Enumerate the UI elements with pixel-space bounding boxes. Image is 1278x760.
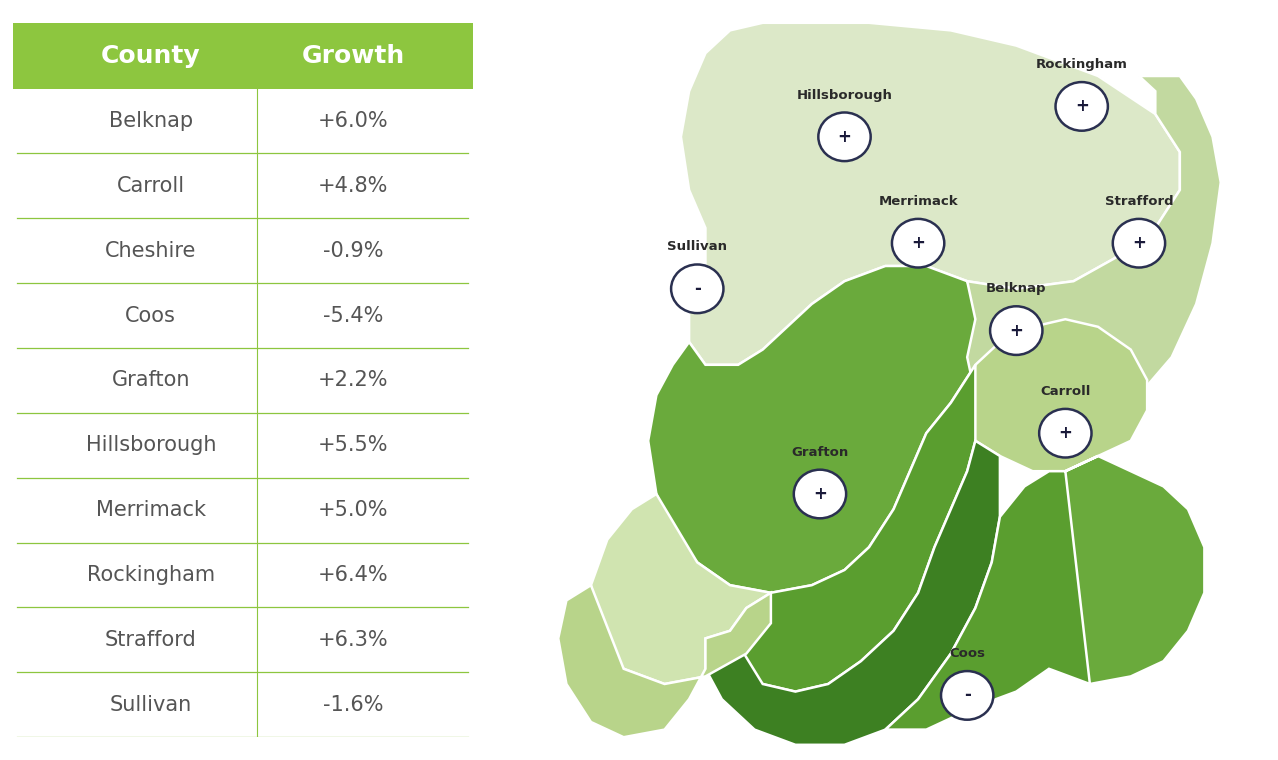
Text: Sullivan: Sullivan [110,695,192,714]
Text: Coos: Coos [125,306,176,325]
Text: +: + [813,485,827,503]
Text: -1.6%: -1.6% [323,695,383,714]
FancyBboxPatch shape [13,88,473,154]
Text: Strafford: Strafford [105,630,197,650]
Text: -0.9%: -0.9% [323,241,383,261]
Text: +: + [1058,424,1072,442]
Polygon shape [992,456,1204,684]
Circle shape [990,306,1043,355]
FancyBboxPatch shape [13,23,473,88]
Text: Sullivan: Sullivan [667,240,727,254]
Polygon shape [558,585,771,737]
FancyBboxPatch shape [13,283,473,348]
Text: +: + [911,234,925,252]
Text: Grafton: Grafton [111,370,190,391]
Text: +5.5%: +5.5% [318,435,389,455]
Text: +: + [1075,97,1089,116]
Text: +6.3%: +6.3% [318,630,389,650]
FancyBboxPatch shape [13,478,473,543]
FancyBboxPatch shape [13,348,473,413]
Text: +: + [837,128,851,146]
FancyBboxPatch shape [13,218,473,283]
Text: -5.4%: -5.4% [323,306,383,325]
Text: Belknap: Belknap [109,111,193,131]
Text: +4.8%: +4.8% [318,176,389,196]
Text: +6.0%: +6.0% [318,111,389,131]
FancyBboxPatch shape [13,607,473,673]
Circle shape [941,671,993,720]
Text: Carroll: Carroll [116,176,185,196]
Text: Cheshire: Cheshire [105,241,197,261]
Circle shape [892,219,944,268]
Text: -: - [694,280,700,298]
Text: Strafford: Strafford [1104,195,1173,208]
Circle shape [671,264,723,313]
Text: Rockingham: Rockingham [87,565,215,585]
Text: +: + [1132,234,1146,252]
FancyBboxPatch shape [13,154,473,218]
Text: +2.2%: +2.2% [318,370,389,391]
Polygon shape [681,23,1180,365]
Text: +5.0%: +5.0% [318,500,389,520]
Text: Carroll: Carroll [1040,385,1090,398]
Text: Hillsborough: Hillsborough [796,88,892,102]
Text: County: County [101,43,201,68]
Text: +: + [1010,321,1024,340]
Circle shape [794,470,846,518]
Polygon shape [967,319,1148,471]
Polygon shape [648,266,984,593]
Text: Growth: Growth [302,43,405,68]
Text: Merrimack: Merrimack [96,500,206,520]
Polygon shape [886,456,1098,730]
Text: Merrimack: Merrimack [878,195,958,208]
Circle shape [818,112,870,161]
FancyBboxPatch shape [13,413,473,478]
Text: Belknap: Belknap [987,282,1047,296]
Circle shape [1056,82,1108,131]
FancyBboxPatch shape [13,543,473,607]
Text: Grafton: Grafton [791,445,849,459]
Text: -: - [964,686,970,705]
Polygon shape [730,365,975,692]
Text: Coos: Coos [950,647,985,660]
Text: Rockingham: Rockingham [1035,58,1127,71]
Polygon shape [967,76,1220,441]
Polygon shape [590,494,771,684]
FancyBboxPatch shape [13,673,473,737]
Circle shape [1039,409,1091,458]
Text: Hillsborough: Hillsborough [86,435,216,455]
Text: +6.4%: +6.4% [318,565,389,585]
Polygon shape [705,441,999,745]
Circle shape [1113,219,1166,268]
